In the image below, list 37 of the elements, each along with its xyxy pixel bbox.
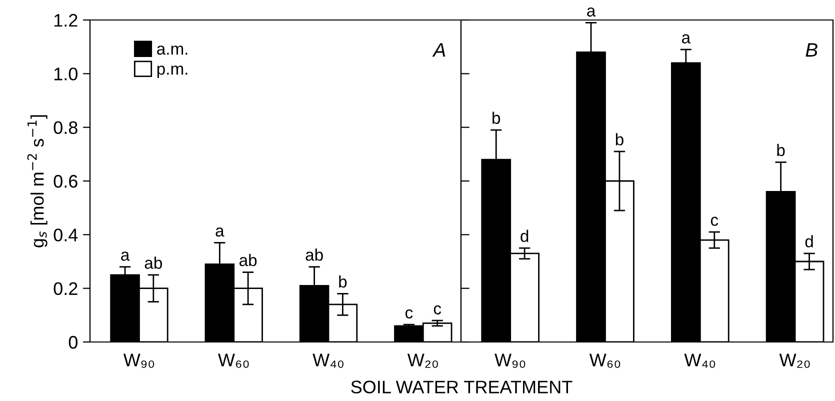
y-axis-title: g$_{s}$ [mol m$^{−2}$ s$^{−1}$] xyxy=(27,115,48,248)
x-tick-label: W₆₀ xyxy=(589,354,620,368)
data-label: a xyxy=(682,34,691,44)
x-tick-label: W₄₀ xyxy=(312,354,344,368)
x-tick-label: W₉₀ xyxy=(494,354,526,368)
data-label: d xyxy=(520,230,528,242)
x-tick-label: W₉₀ xyxy=(123,354,154,368)
x-axis-title: SOIL WATER TREATMENT xyxy=(351,380,572,394)
y-tick-label: 1.0 xyxy=(54,68,78,80)
y-tick-label: 0 xyxy=(68,336,78,349)
data-label: b xyxy=(492,112,500,124)
data-label: a xyxy=(216,228,224,237)
data-label: c xyxy=(710,216,718,226)
data-label: ab xyxy=(239,254,257,266)
y-tick-label: 0.6 xyxy=(54,174,78,188)
y-tick-label: 0.2 xyxy=(54,282,78,296)
data-label: b xyxy=(616,133,624,146)
data-label: a xyxy=(587,7,596,17)
legend-label: a.m. xyxy=(157,46,188,55)
data-label: b xyxy=(339,275,347,288)
y-tick-label: 0.8 xyxy=(54,121,78,134)
annotation: A xyxy=(432,43,446,57)
x-tick-label: W₂₀ xyxy=(407,354,438,368)
data-label: a xyxy=(121,252,130,261)
data-label: c xyxy=(434,305,442,314)
y-tick-label: 0.4 xyxy=(54,228,78,242)
y-tick-label: 1.2 xyxy=(54,14,78,27)
data-label: c xyxy=(405,309,413,318)
annotation: B xyxy=(806,43,818,57)
data-label: ab xyxy=(306,248,323,261)
x-tick-label: W₂₀ xyxy=(779,354,810,368)
x-tick-label: W₄₀ xyxy=(684,354,716,368)
legend-label: p.m. xyxy=(157,66,188,78)
data-label: ab xyxy=(144,256,162,269)
data-label: d xyxy=(805,235,813,248)
x-tick-label: W₆₀ xyxy=(218,354,249,368)
data-label: b xyxy=(777,144,785,156)
